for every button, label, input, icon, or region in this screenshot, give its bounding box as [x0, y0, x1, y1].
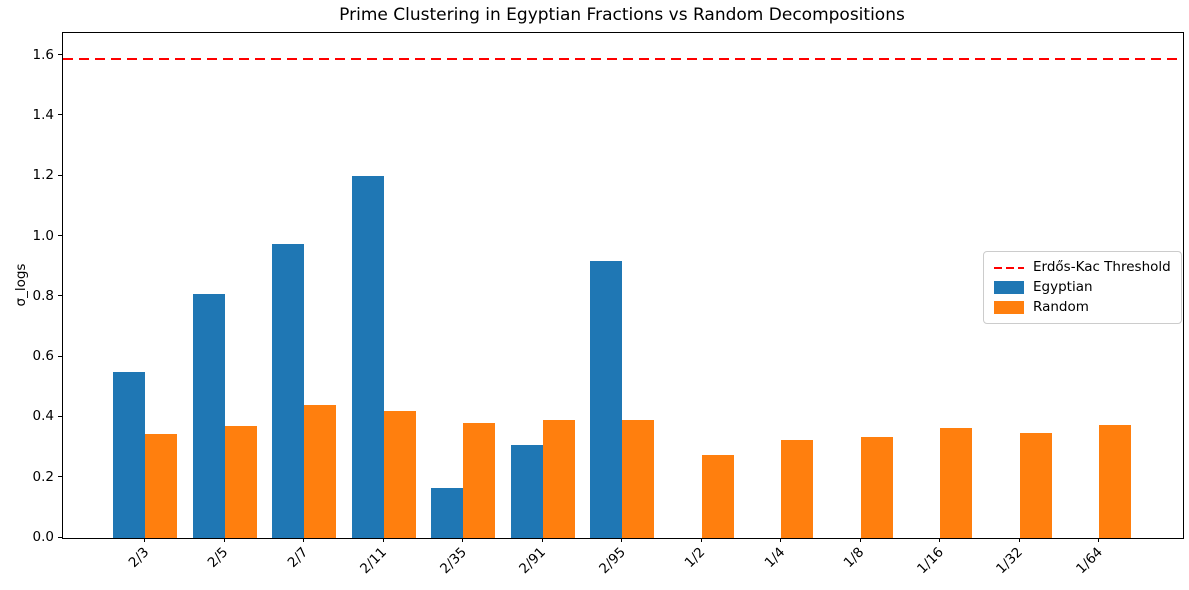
- bar-random-2-5: [224, 426, 257, 538]
- legend-label: Random: [1033, 299, 1089, 315]
- y-axis-label: σ_logs: [13, 263, 29, 307]
- y-tick-label: 1.4: [32, 106, 54, 123]
- bar-egyptian-2-91: [510, 444, 543, 538]
- bar-egyptian-2-5: [192, 293, 225, 538]
- x-tick-mark: [700, 538, 702, 542]
- bar-egyptian-2-95: [590, 260, 623, 538]
- legend-item-egyptian: Egyptian: [994, 280, 1171, 295]
- y-tick-label: 0.0: [32, 529, 54, 545]
- x-tick-mark: [541, 538, 543, 542]
- y-tick-label: 1.2: [32, 167, 54, 184]
- bar-random-2-91: [542, 420, 575, 538]
- legend-item-random: Random: [994, 300, 1171, 315]
- x-tick-mark: [621, 538, 623, 542]
- x-tick-mark: [1018, 538, 1020, 542]
- x-tick-label: 1/8: [840, 544, 868, 571]
- bar-random-2-3: [145, 434, 178, 538]
- y-tick-label: 0.2: [32, 468, 54, 485]
- x-tick-mark: [223, 538, 225, 542]
- x-tick-mark: [462, 538, 464, 542]
- x-tick-label: 1/64: [1073, 544, 1106, 578]
- x-tick-mark: [1098, 538, 1100, 542]
- x-tick-label: 2/11: [357, 544, 391, 578]
- y-tick-mark: [58, 415, 62, 417]
- chart-title: Prime Clustering in Egyptian Fractions v…: [339, 5, 905, 25]
- x-tick-label: 1/16: [914, 544, 947, 578]
- y-tick-mark: [58, 295, 62, 297]
- x-tick-label: 2/3: [125, 544, 152, 571]
- bar-random-1-8: [860, 437, 893, 538]
- x-tick-mark: [859, 538, 861, 542]
- random-swatch: [994, 301, 1024, 314]
- y-tick-mark: [58, 54, 62, 56]
- y-tick-mark: [58, 235, 62, 236]
- legend-box: Erdős-Kac Threshold Egyptian Random: [983, 251, 1182, 324]
- x-tick-mark: [780, 538, 782, 542]
- bar-random-2-95: [622, 420, 655, 538]
- x-tick-mark: [303, 538, 305, 542]
- bar-random-1-16: [940, 428, 973, 538]
- y-tick-label: 1.6: [32, 46, 54, 63]
- bar-random-1-4: [781, 440, 814, 538]
- bar-random-1-32: [1019, 432, 1052, 538]
- bar-egyptian-2-7: [272, 244, 305, 538]
- threshold-line: [63, 57, 1183, 60]
- bar-random-2-35: [463, 423, 496, 538]
- x-tick-label: 2/95: [596, 544, 629, 578]
- x-tick-label: 2/91: [516, 544, 550, 578]
- x-tick-mark: [382, 538, 384, 542]
- y-tick-label: 1.0: [32, 227, 54, 244]
- x-tick-label: 1/4: [761, 544, 788, 571]
- y-tick-label: 0.8: [32, 287, 54, 304]
- bar-egyptian-2-11: [351, 176, 384, 538]
- y-tick-label: 0.4: [32, 408, 54, 425]
- y-tick-label: 0.6: [32, 348, 54, 365]
- x-tick-label: 1/32: [993, 544, 1027, 578]
- bar-egyptian-2-3: [113, 372, 146, 538]
- y-tick-mark: [58, 355, 62, 357]
- y-tick-mark: [58, 476, 62, 478]
- x-tick-mark: [939, 538, 941, 542]
- y-tick-mark: [58, 536, 62, 538]
- x-tick-label: 2/5: [204, 544, 232, 571]
- y-tick-mark: [58, 174, 62, 176]
- bar-random-2-7: [304, 405, 337, 538]
- bar-egyptian-2-35: [431, 488, 464, 538]
- bar-random-1-2: [701, 455, 734, 538]
- bar-random-1-64: [1099, 424, 1132, 538]
- legend-item-threshold: Erdős-Kac Threshold: [994, 260, 1171, 275]
- x-tick-label: 2/35: [437, 544, 470, 578]
- threshold-line-sample: [994, 266, 1024, 269]
- egyptian-swatch: [994, 281, 1024, 294]
- legend-label: Egyptian: [1033, 279, 1093, 295]
- x-tick-label: 1/2: [681, 544, 709, 571]
- y-tick-mark: [58, 114, 62, 116]
- x-tick-mark: [144, 538, 146, 542]
- bar-random-2-11: [383, 411, 416, 538]
- x-tick-label: 2/7: [284, 544, 311, 571]
- legend-label: Erdős-Kac Threshold: [1033, 259, 1171, 275]
